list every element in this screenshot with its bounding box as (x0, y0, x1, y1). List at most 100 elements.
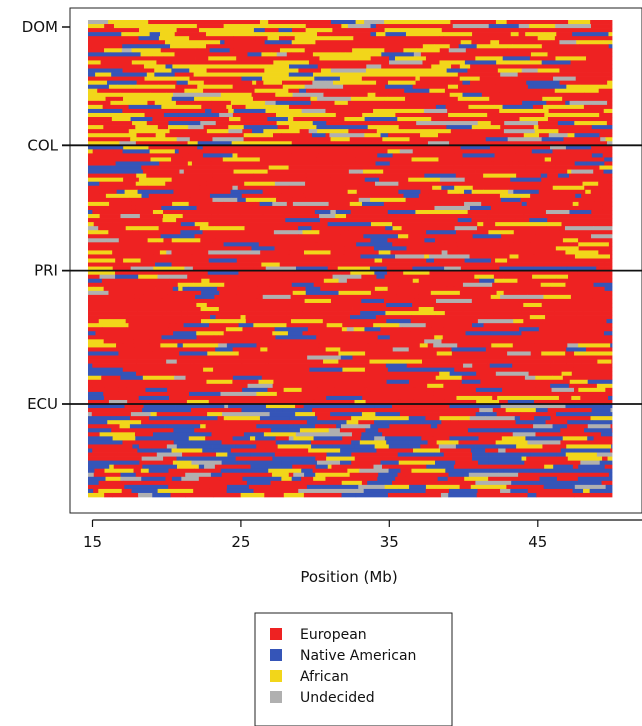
ancestry-segment (387, 80, 417, 86)
ancestry-segment (168, 125, 189, 130)
ancestry-segment (149, 416, 159, 421)
ancestry-segment (214, 226, 245, 231)
ancestry-segment (438, 100, 468, 106)
ancestry-segment (141, 165, 188, 170)
ancestry-segment (420, 92, 451, 98)
ancestry-segment (88, 270, 116, 276)
ancestry-segment (506, 484, 530, 490)
ancestry-segment (535, 387, 552, 393)
ancestry-segment (322, 319, 360, 324)
ancestry-segment (574, 387, 579, 393)
ancestry-segment (603, 323, 613, 328)
ancestry-segment (276, 197, 293, 203)
ancestry-segment (566, 214, 613, 219)
ancestry-segment (400, 250, 443, 255)
ancestry-segment (137, 189, 174, 195)
ancestry-segment (206, 181, 245, 187)
ancestry-segment (323, 92, 347, 98)
ancestry-segment (224, 387, 243, 393)
ancestry-segment (122, 262, 156, 267)
ancestry-segment (305, 169, 350, 174)
ancestry-segment (437, 254, 459, 259)
ancestry-segment (328, 428, 341, 433)
ancestry-segment (513, 189, 540, 195)
ancestry-segment (151, 448, 172, 453)
ancestry-segment (378, 428, 415, 433)
ancestry-segment (128, 177, 140, 183)
ancestry-segment (608, 189, 613, 195)
ancestry-segment (446, 286, 455, 292)
ancestry-segment (205, 60, 242, 65)
ancestry-segment (422, 72, 459, 77)
ancestry-segment (476, 44, 513, 49)
ancestry-segment (511, 351, 532, 356)
ancestry-segment (424, 238, 436, 243)
ancestry-segment (370, 391, 427, 397)
ancestry-segment (413, 448, 441, 453)
ancestry-segment (518, 32, 526, 37)
ancestry-segment (103, 472, 121, 478)
ancestry-segment (284, 214, 320, 219)
ancestry-segment (88, 258, 116, 263)
ancestry-segment (105, 96, 124, 102)
ancestry-segment (508, 108, 545, 114)
ancestry-segment (443, 327, 466, 332)
ancestry-segment (603, 331, 613, 336)
ancestry-segment (107, 234, 162, 239)
ancestry-segment (99, 432, 136, 437)
ancestry-segment (125, 319, 151, 324)
ancestry-segment (545, 420, 568, 425)
ancestry-segment (609, 161, 613, 166)
ancestry-segment (568, 274, 602, 280)
ancestry-segment (207, 270, 239, 276)
ancestry-segment (415, 80, 425, 86)
ancestry-segment (349, 64, 367, 69)
ancestry-segment (201, 104, 227, 110)
ancestry-segment (462, 282, 493, 288)
ancestry-segment (330, 137, 351, 142)
ancestry-segment (189, 36, 234, 41)
ancestry-segment (88, 145, 124, 150)
ancestry-segment (565, 250, 599, 255)
ancestry-segment (267, 169, 306, 174)
ancestry-segment (361, 72, 399, 77)
ancestry-segment (516, 444, 543, 449)
ancestry-segment (304, 250, 331, 255)
ancestry-segment (445, 347, 452, 352)
ancestry-segment (214, 464, 251, 470)
ancestry-segment (543, 24, 556, 29)
ancestry-segment (122, 343, 161, 348)
ancestry-segment (314, 76, 341, 81)
ancestry-segment (604, 157, 613, 162)
ancestry-segment (310, 363, 368, 368)
ancestry-segment (581, 193, 613, 199)
ancestry-segment (225, 327, 243, 332)
ancestry-segment (262, 209, 293, 215)
ancestry-segment (444, 266, 462, 271)
ancestry-segment (204, 64, 216, 69)
x-tick-label: 25 (231, 533, 250, 551)
ancestry-segment (205, 436, 234, 441)
ancestry-segment (358, 319, 387, 324)
ancestry-segment (350, 222, 372, 227)
ancestry-segment (356, 189, 399, 195)
ancestry-segment (448, 492, 478, 498)
ancestry-segment (137, 379, 178, 385)
ancestry-segment (435, 315, 488, 320)
ancestry-segment (362, 395, 400, 401)
ancestry-segment (247, 383, 274, 389)
ancestry-segment (282, 80, 313, 86)
ancestry-segment (499, 226, 547, 231)
ancestry-segment (610, 448, 613, 453)
ancestry-segment (357, 40, 376, 45)
ancestry-segment (138, 492, 153, 498)
ancestry-segment (379, 92, 421, 98)
ancestry-segment (88, 234, 109, 239)
ancestry-segment (520, 197, 557, 203)
ancestry-segment (182, 343, 219, 348)
ancestry-segment (339, 52, 346, 57)
ancestry-segment (308, 448, 341, 453)
ancestry-segment (574, 351, 611, 356)
ancestry-segment (269, 282, 293, 288)
ancestry-segment (467, 173, 484, 178)
